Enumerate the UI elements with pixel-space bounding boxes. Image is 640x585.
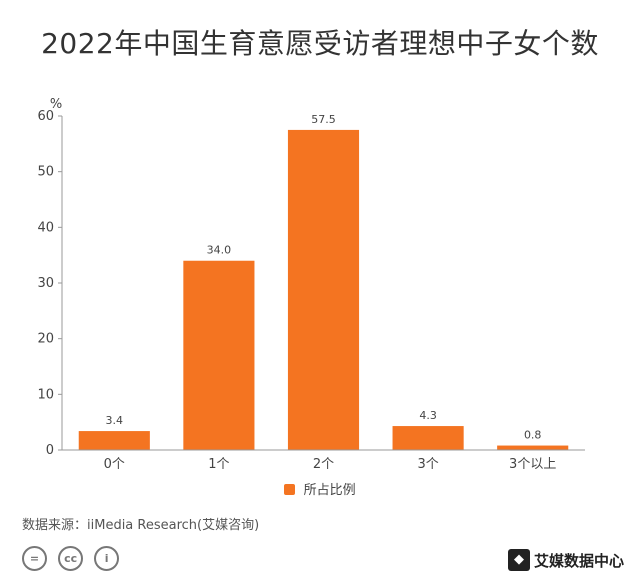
- y-tick-label: 60: [37, 109, 54, 124]
- x-axis: 0个 1个 2个 3个 3个以上: [62, 449, 585, 472]
- x-category-label: 2个: [313, 457, 334, 472]
- bar-chart: % 0 10 20 30 40 50 60 3.4 34.0 57.5 4.3 0.8 0个 1个 2个 3…: [37, 97, 585, 472]
- bar: [392, 426, 464, 450]
- source-note: 数据来源：iiMedia Research(艾媒咨询): [22, 518, 260, 533]
- brand-name: 艾媒数据中心: [533, 551, 624, 570]
- legend: 所占比例: [0, 479, 640, 498]
- y-tick-label: 0: [46, 443, 54, 458]
- bar: [287, 129, 360, 450]
- bar-value-label: 4.3: [419, 409, 437, 422]
- bar-value-label: 0.8: [524, 429, 542, 442]
- legend-swatch: [284, 484, 296, 495]
- bars: 3.4 34.0 57.5 4.3 0.8: [78, 113, 569, 450]
- y-axis: % 0 10 20 30 40 50 60: [37, 97, 63, 458]
- bar-value-label: 57.5: [311, 113, 336, 126]
- y-tick-label: 40: [37, 220, 54, 235]
- attribution-icon: i: [94, 546, 120, 571]
- bar: [78, 431, 150, 450]
- license-icons: = cc i: [22, 546, 125, 571]
- brand-watermark: ◆ 艾媒数据中心: [507, 549, 624, 571]
- equals-license-icon: =: [22, 546, 47, 571]
- x-category-label: 3个以上: [509, 457, 556, 472]
- x-category-label: 3个: [417, 457, 438, 472]
- y-tick-label: 30: [37, 276, 54, 291]
- cc-license-icon: cc: [58, 546, 84, 571]
- y-tick-label: 10: [37, 387, 54, 402]
- bar: [497, 445, 569, 450]
- bar-value-label: 34.0: [207, 244, 232, 257]
- chart-title: 2022年中国生育意愿受访者理想中子女个数: [41, 27, 599, 60]
- y-tick-label: 50: [37, 165, 54, 180]
- x-category-label: 1个: [208, 457, 229, 472]
- brand-logo-icon: ◆: [507, 549, 530, 571]
- y-tick-label: 20: [37, 332, 54, 347]
- bar: [183, 260, 255, 450]
- legend-label: 所占比例: [303, 483, 356, 498]
- y-axis-unit: %: [50, 97, 62, 112]
- x-category-label: 0个: [104, 457, 125, 472]
- bar-value-label: 3.4: [106, 414, 124, 427]
